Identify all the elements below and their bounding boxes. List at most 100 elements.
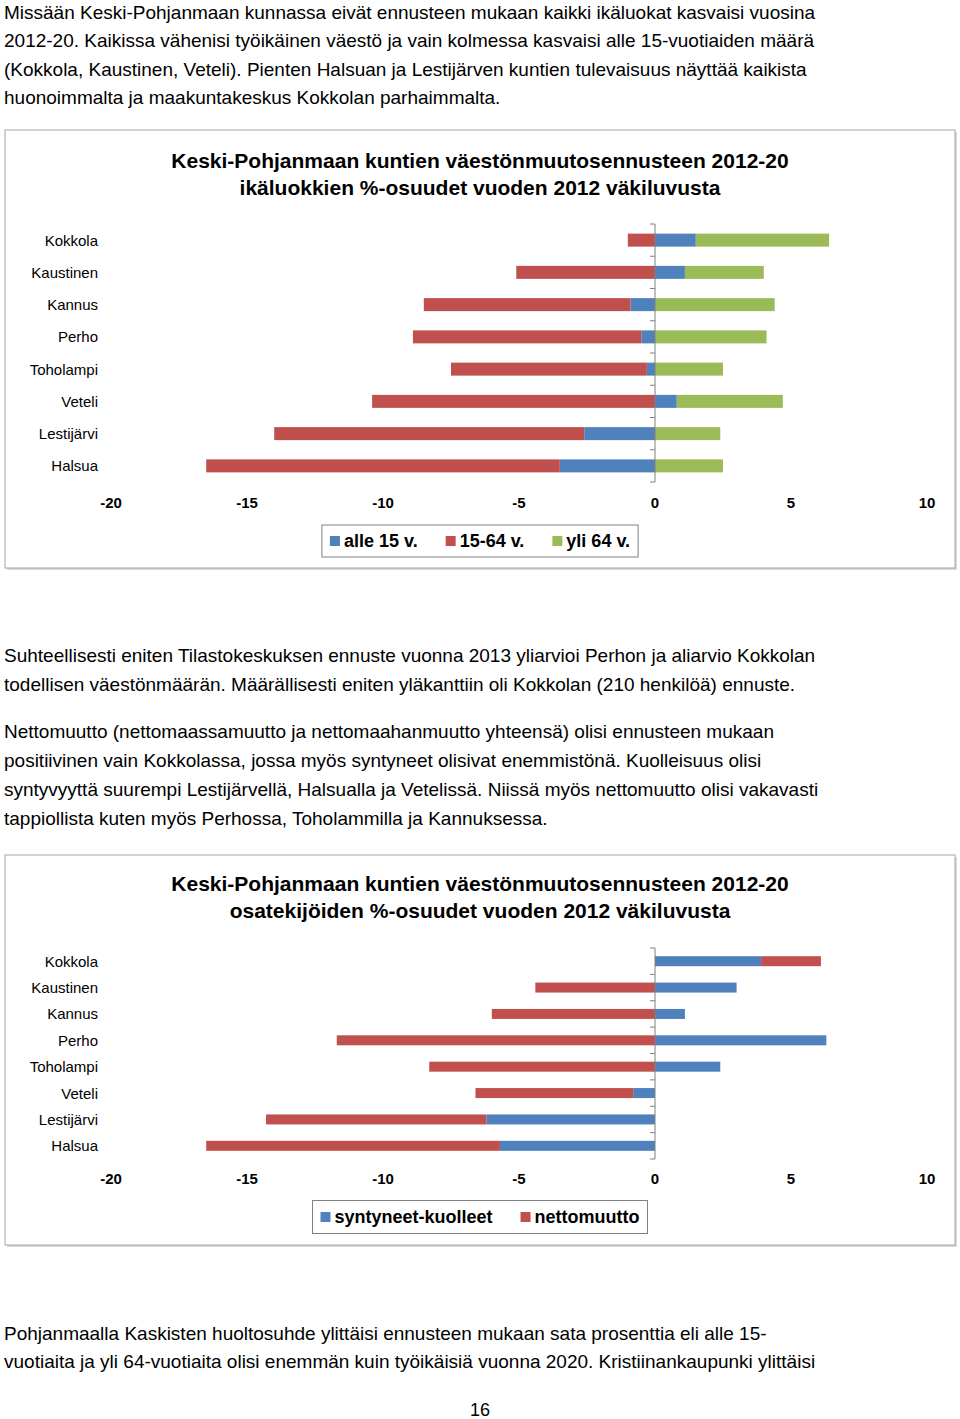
category-label: Perho xyxy=(58,328,98,345)
legend-swatch xyxy=(521,1212,531,1222)
legend-label: alle 15 v. xyxy=(344,531,418,551)
page-number: 16 xyxy=(470,1400,490,1419)
bar xyxy=(696,234,829,247)
category-tick xyxy=(650,482,655,483)
legend-frame xyxy=(322,525,638,557)
bar xyxy=(475,1088,633,1098)
bar xyxy=(655,1035,826,1045)
bar xyxy=(492,1009,655,1019)
bar xyxy=(560,459,655,472)
tick-label: -5 xyxy=(512,494,525,511)
bar xyxy=(413,330,641,343)
bar xyxy=(584,427,655,440)
bar xyxy=(266,1114,486,1124)
chart-subtitle: ikäluokkien %-osuudet vuoden 2012 väkilu… xyxy=(240,176,721,199)
tick-label: 0 xyxy=(651,1170,659,1187)
bar xyxy=(685,266,764,279)
category-label: Kokkola xyxy=(45,953,99,970)
text-line: todellisen väestönmäärän. Määrällisesti … xyxy=(4,674,795,695)
text-line: (Kokkola, Kaustinen, Veteli). Pienten Ha… xyxy=(4,59,807,80)
category-tick xyxy=(650,449,655,450)
category-label: Veteli xyxy=(61,393,98,410)
bar xyxy=(677,395,783,408)
bar xyxy=(641,330,655,343)
text-line: Pohjanmaalla Kaskisten huoltosuhde ylitt… xyxy=(4,1323,767,1344)
bar xyxy=(655,266,685,279)
legend: alle 15 v. 15-64 v. yli 64 v. xyxy=(322,525,638,557)
tick-label: -10 xyxy=(372,494,394,511)
bar xyxy=(655,956,761,966)
tick-label: -5 xyxy=(512,1170,525,1187)
text-line: vuotiaita ja yli 64-vuotiaita olisi enem… xyxy=(4,1351,815,1372)
category-label: Veteli xyxy=(61,1085,98,1102)
bar xyxy=(655,1062,720,1072)
bar xyxy=(274,427,584,440)
category-tick xyxy=(650,320,655,321)
legend-swatch xyxy=(552,536,562,546)
bar xyxy=(631,298,655,311)
bar xyxy=(761,956,821,966)
bar xyxy=(451,363,647,376)
text-line: Missään Keski-Pohjanmaan kunnassa eivät … xyxy=(4,2,816,23)
tick-label: 10 xyxy=(919,1170,936,1187)
category-label: Kaustinen xyxy=(31,264,98,281)
bar xyxy=(655,395,677,408)
legend-swatch xyxy=(320,1212,330,1222)
tick-label: -10 xyxy=(372,1170,394,1187)
legend-label: syntyneet-kuolleet xyxy=(334,1207,492,1227)
legend-label: 15-64 v. xyxy=(460,531,525,551)
legend-frame xyxy=(312,1201,647,1234)
category-label: Halsua xyxy=(51,1137,98,1154)
category-tick xyxy=(650,385,655,386)
chart: Keski-Pohjanmaan kuntien väestönmuutosen… xyxy=(5,130,957,570)
text-line: Suhteellisesti eniten Tilastokeskuksen e… xyxy=(4,645,815,666)
category-label: Perho xyxy=(58,1032,98,1049)
tick-label: 10 xyxy=(919,494,936,511)
tick-label: 0 xyxy=(651,494,659,511)
tick-label: 5 xyxy=(787,1170,795,1187)
category-tick xyxy=(650,1027,655,1028)
text-line: 2012-20. Kaikissa vähenisi työikäinen vä… xyxy=(4,30,814,51)
bars xyxy=(206,234,829,473)
bars xyxy=(206,956,826,1151)
text-line: Nettomuutto (nettomaassamuutto ja nettom… xyxy=(4,721,774,742)
category-tick xyxy=(650,353,655,354)
category-tick xyxy=(650,1106,655,1107)
category-tick xyxy=(650,1000,655,1001)
bar xyxy=(535,983,655,993)
category-tick xyxy=(650,1053,655,1054)
category-tick xyxy=(650,417,655,418)
bar xyxy=(372,395,655,408)
chart-title: Keski-Pohjanmaan kuntien väestönmuutosen… xyxy=(171,149,788,172)
bar xyxy=(655,330,767,343)
tick-label: -20 xyxy=(100,1170,122,1187)
category-label: Lestijärvi xyxy=(39,1111,98,1128)
legend-label: nettomuutto xyxy=(535,1207,640,1227)
category-tick xyxy=(650,288,655,289)
bar xyxy=(500,1141,655,1151)
bar xyxy=(647,363,655,376)
category-label: Toholampi xyxy=(30,1058,98,1075)
tick-label: -15 xyxy=(236,494,258,511)
bar xyxy=(655,983,737,993)
category-tick xyxy=(650,974,655,975)
bar xyxy=(655,363,723,376)
category-tick xyxy=(650,224,655,225)
tick-label: -20 xyxy=(100,494,122,511)
page: Missään Keski-Pohjanmaan kunnassa eivät … xyxy=(0,0,960,1419)
category-label: Kaustinen xyxy=(31,979,98,996)
bar xyxy=(655,298,775,311)
bar xyxy=(655,427,720,440)
bar xyxy=(655,459,723,472)
text-line: positiivinen vain Kokkolassa, jossa myös… xyxy=(4,750,761,771)
legend-label: yli 64 v. xyxy=(566,531,630,551)
category-label: Kannus xyxy=(47,1005,98,1022)
bar xyxy=(486,1114,655,1124)
bar xyxy=(206,459,560,472)
category-tick xyxy=(650,1159,655,1160)
legend-swatch xyxy=(330,536,340,546)
bar xyxy=(206,1141,500,1151)
category-label: Halsua xyxy=(51,457,98,474)
bar xyxy=(633,1088,655,1098)
category-label: Lestijärvi xyxy=(39,425,98,442)
